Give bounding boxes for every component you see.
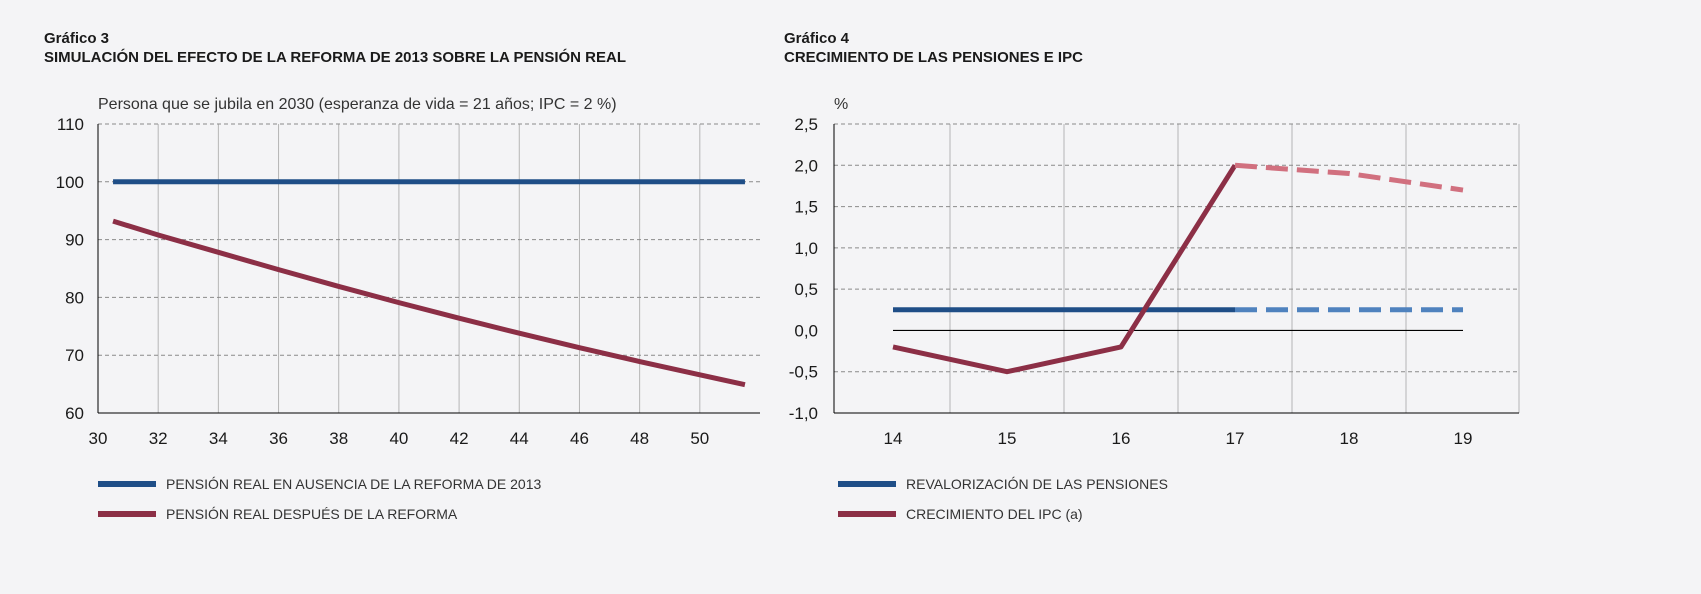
chart3-y-tick-label: 90	[65, 231, 84, 250]
chart3-x-tick-label: 40	[389, 429, 408, 448]
chart3-legend-label-2: PENSIÓN REAL DESPUÉS DE LA REFORMA	[166, 506, 458, 522]
chart4-series-projection-2	[1234, 162, 1464, 193]
chart3-x-tick-label: 50	[690, 429, 709, 448]
chart4-y-tick-label: -0,5	[789, 363, 818, 382]
chart4-x-tick-label: 19	[1454, 429, 1473, 448]
chart3-x-tick-label: 34	[209, 429, 228, 448]
chart3-x-tick-label: 44	[510, 429, 529, 448]
chart4-unit-label: %	[834, 96, 848, 113]
chart4-y-tick-label: 2,0	[794, 156, 818, 175]
chart4-y-tick-label: 1,0	[794, 239, 818, 258]
chart3-legend-label-1: PENSIÓN REAL EN AUSENCIA DE LA REFORMA D…	[166, 476, 541, 492]
chart4-x-tick-label: 17	[1226, 429, 1245, 448]
chart3-y-tick-label: 80	[65, 288, 84, 307]
chart3-title: SIMULACIÓN DEL EFECTO DE LA REFORMA DE 2…	[44, 49, 627, 66]
chart4-series-line-2	[892, 163, 1238, 375]
chart3-y-tick-label: 70	[65, 346, 84, 365]
chart4-x-tick-label: 14	[884, 429, 903, 448]
chart4-y-tick-label: 2,5	[794, 115, 818, 134]
chart3-x-tick-label: 38	[329, 429, 348, 448]
chart4-y-tick-label: -1,0	[789, 404, 818, 423]
chart3-series-line-2	[112, 218, 746, 388]
chart3-y-tick-label: 110	[57, 115, 84, 134]
chart3-x-tick-label: 36	[269, 429, 288, 448]
chart4-x-tick-label: 18	[1340, 429, 1359, 448]
chart4-legend-label-2: CRECIMIENTO DEL IPC (a)	[906, 506, 1083, 522]
chart3-x-tick-label: 32	[149, 429, 168, 448]
chart4-y-tick-label: 0,5	[794, 280, 818, 299]
chart4-legend-label-1: REVALORIZACIÓN DE LAS PENSIONES	[906, 476, 1168, 492]
chart4-figure-number: Gráfico 4	[784, 30, 850, 47]
chart4-x-tick-label: 15	[998, 429, 1017, 448]
chart3-y-tick-label: 60	[65, 404, 84, 423]
chart3-plot: Persona que se jubila en 2030 (esperanza…	[56, 96, 760, 522]
chart3-x-tick-label: 48	[630, 429, 649, 448]
chart4-y-tick-label: 1,5	[794, 198, 818, 217]
chart3-figure-number: Gráfico 3	[44, 30, 110, 47]
chart3-x-tick-label: 30	[89, 429, 108, 448]
chart3-x-tick-label: 46	[570, 429, 589, 448]
chart3-subtitle: Persona que se jubila en 2030 (esperanza…	[98, 96, 617, 113]
chart4-x-tick-label: 16	[1112, 429, 1131, 448]
chart3-x-tick-label: 42	[450, 429, 469, 448]
chart3-y-tick-label: 100	[56, 173, 84, 192]
chart4-y-tick-label: 0,0	[794, 321, 818, 340]
chart4-title: CRECIMIENTO DE LAS PENSIONES E IPC	[784, 49, 1083, 66]
